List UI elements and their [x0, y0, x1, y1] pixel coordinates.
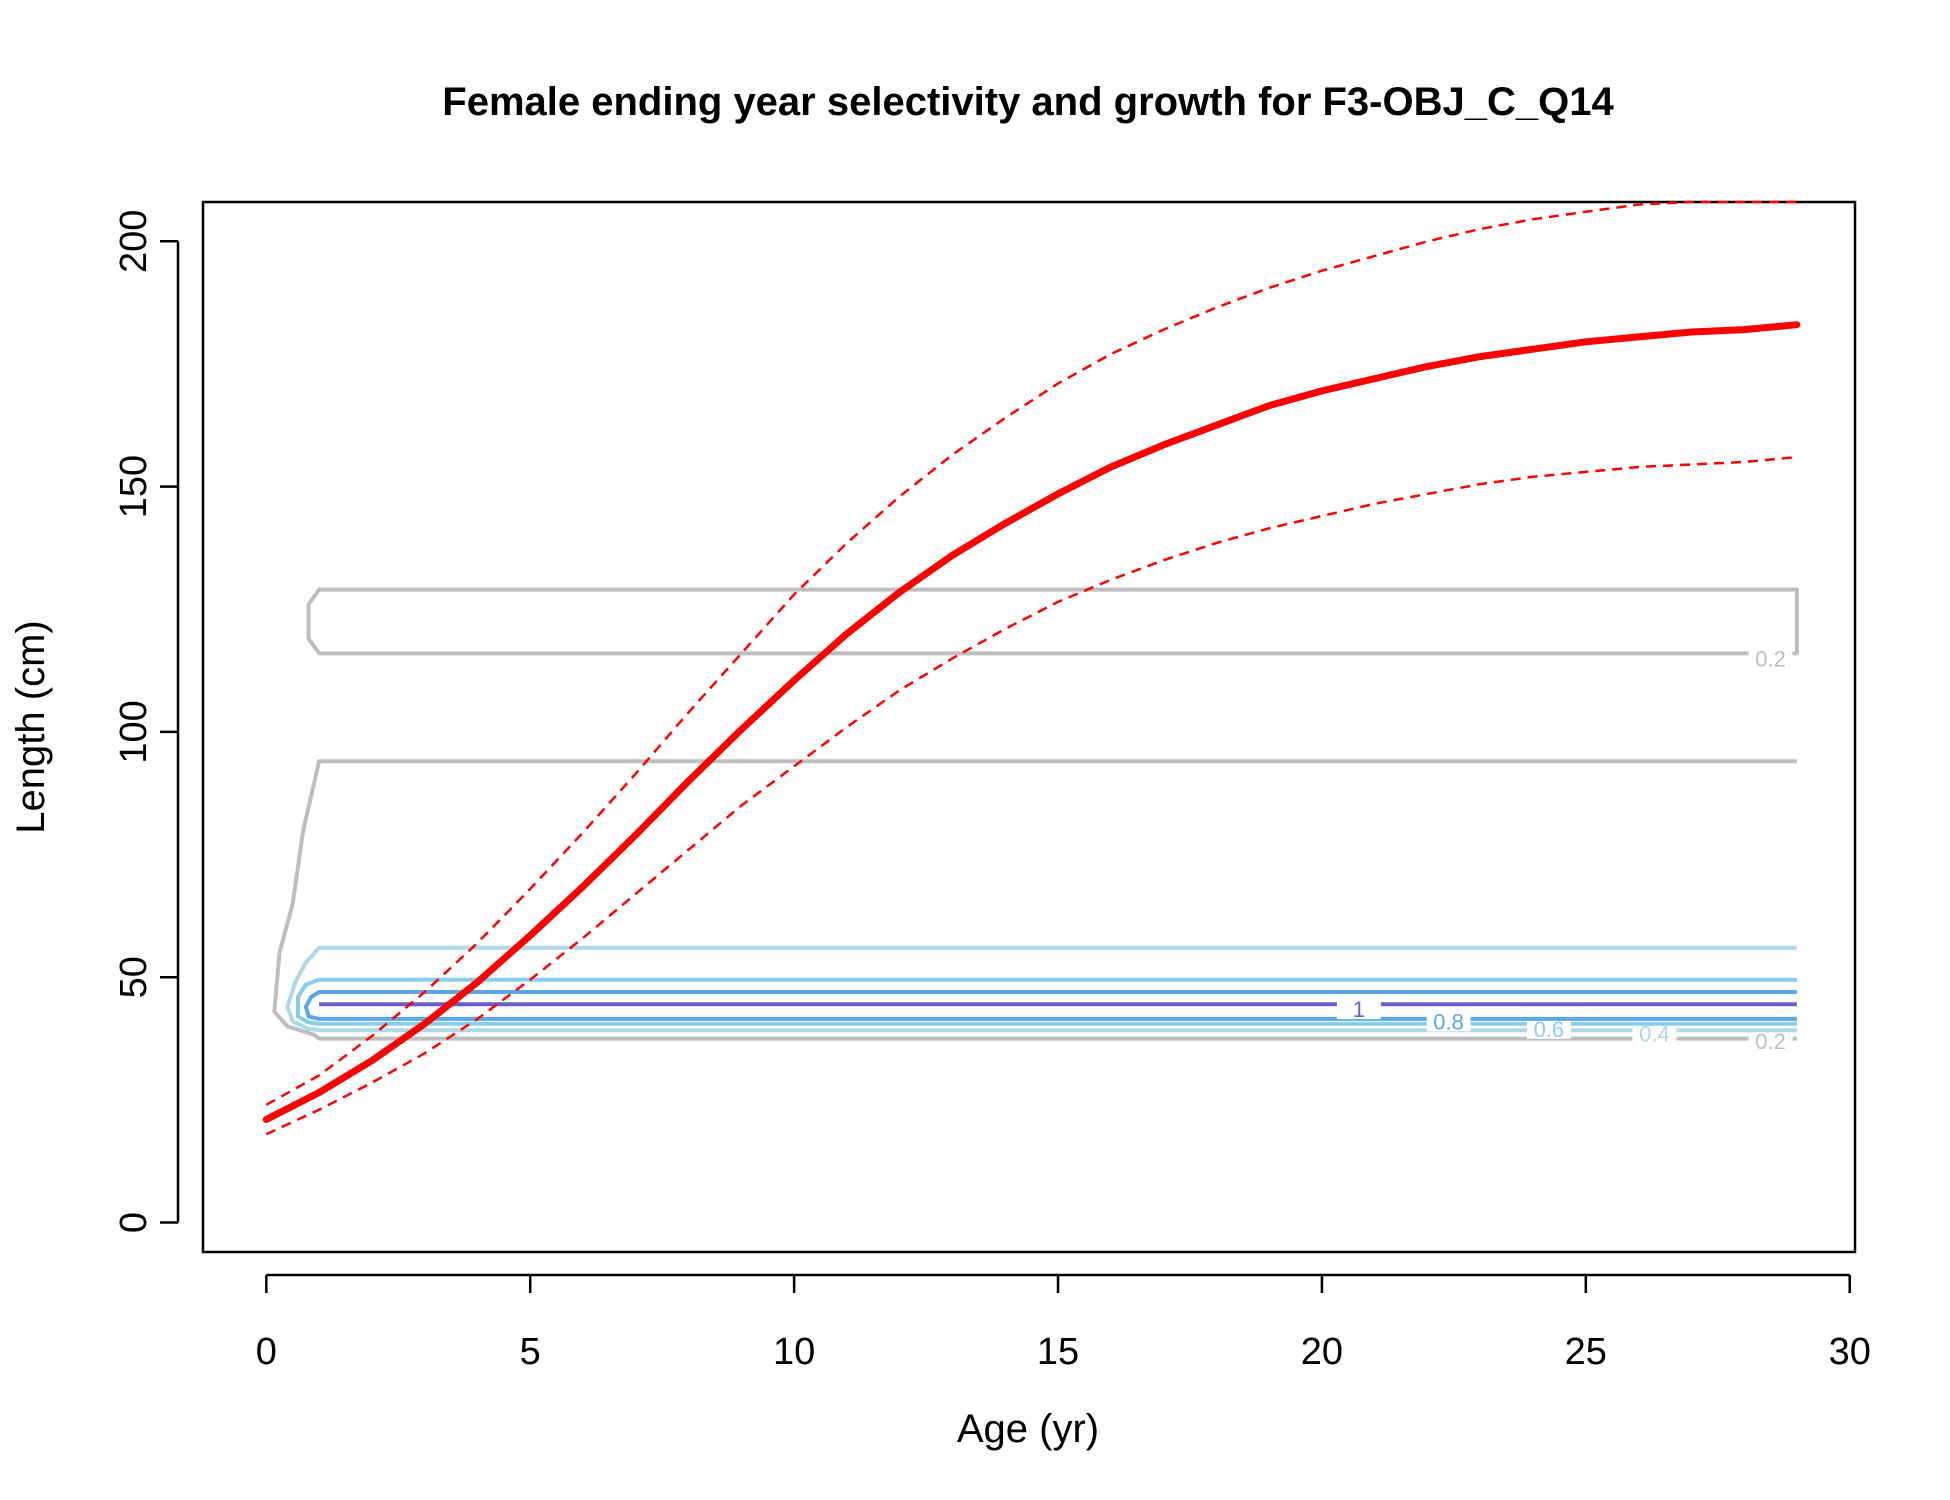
contour-label-bg-3: [1526, 1016, 1571, 1039]
contour-line-0: [306, 587, 1799, 656]
y-tick-label: 50: [113, 956, 155, 998]
y-axis-title: Length (cm): [9, 620, 53, 833]
growth-upper-ci-line: [265, 200, 1797, 1106]
growth-mean-line: [262, 321, 1801, 1123]
contour-label-bg-2: [1632, 1021, 1677, 1044]
x-tick-label: 5: [520, 1331, 541, 1373]
growth-curves: [262, 200, 1801, 1136]
chart-title: Female ending year selectivity and growt…: [442, 80, 1614, 124]
growth-lower-ci-line: [265, 455, 1798, 1136]
y-tick-label: 0: [113, 1212, 155, 1233]
contour-line-2: [285, 945, 1797, 1033]
contour-label-3: 0.6: [1534, 1017, 1565, 1042]
y-tick-label: 200: [113, 210, 155, 273]
x-axis: 0 5 10 15 20 25 30: [256, 1273, 1871, 1373]
contour-label-5: 1: [1353, 997, 1365, 1022]
contour-label-0: 0.2: [1755, 646, 1786, 671]
contour-label-1: 0.2: [1755, 1029, 1786, 1054]
x-tick-label: 10: [773, 1331, 815, 1373]
contour-line-1: [272, 759, 1797, 1041]
y-axis: 0 50 100 150 200: [113, 210, 180, 1233]
x-tick-label: 30: [1829, 1331, 1871, 1373]
contour-label-bg-5: [1336, 997, 1381, 1020]
x-axis-title: Age (yr): [957, 1407, 1099, 1451]
selectivity-contours: 0.2 0.2 0.4 0.6 0.8 1: [272, 587, 1799, 1054]
x-tick-label: 20: [1301, 1331, 1343, 1373]
x-tick-label: 25: [1565, 1331, 1607, 1373]
plot-frame: [201, 200, 1857, 1254]
contour-label-4: 0.8: [1433, 1009, 1464, 1034]
contour-line-4: [303, 990, 1797, 1021]
contour-label-bg-0: [1748, 646, 1793, 669]
y-tick-label: 100: [113, 700, 155, 763]
x-tick-label: 0: [256, 1331, 277, 1373]
y-tick-label: 150: [113, 455, 155, 518]
contour-label-bg-1: [1748, 1029, 1793, 1052]
contour-line-3: [296, 977, 1797, 1026]
contour-label-2: 0.4: [1639, 1022, 1670, 1047]
contour-label-bg-4: [1426, 1009, 1471, 1032]
x-tick-label: 15: [1037, 1331, 1079, 1373]
